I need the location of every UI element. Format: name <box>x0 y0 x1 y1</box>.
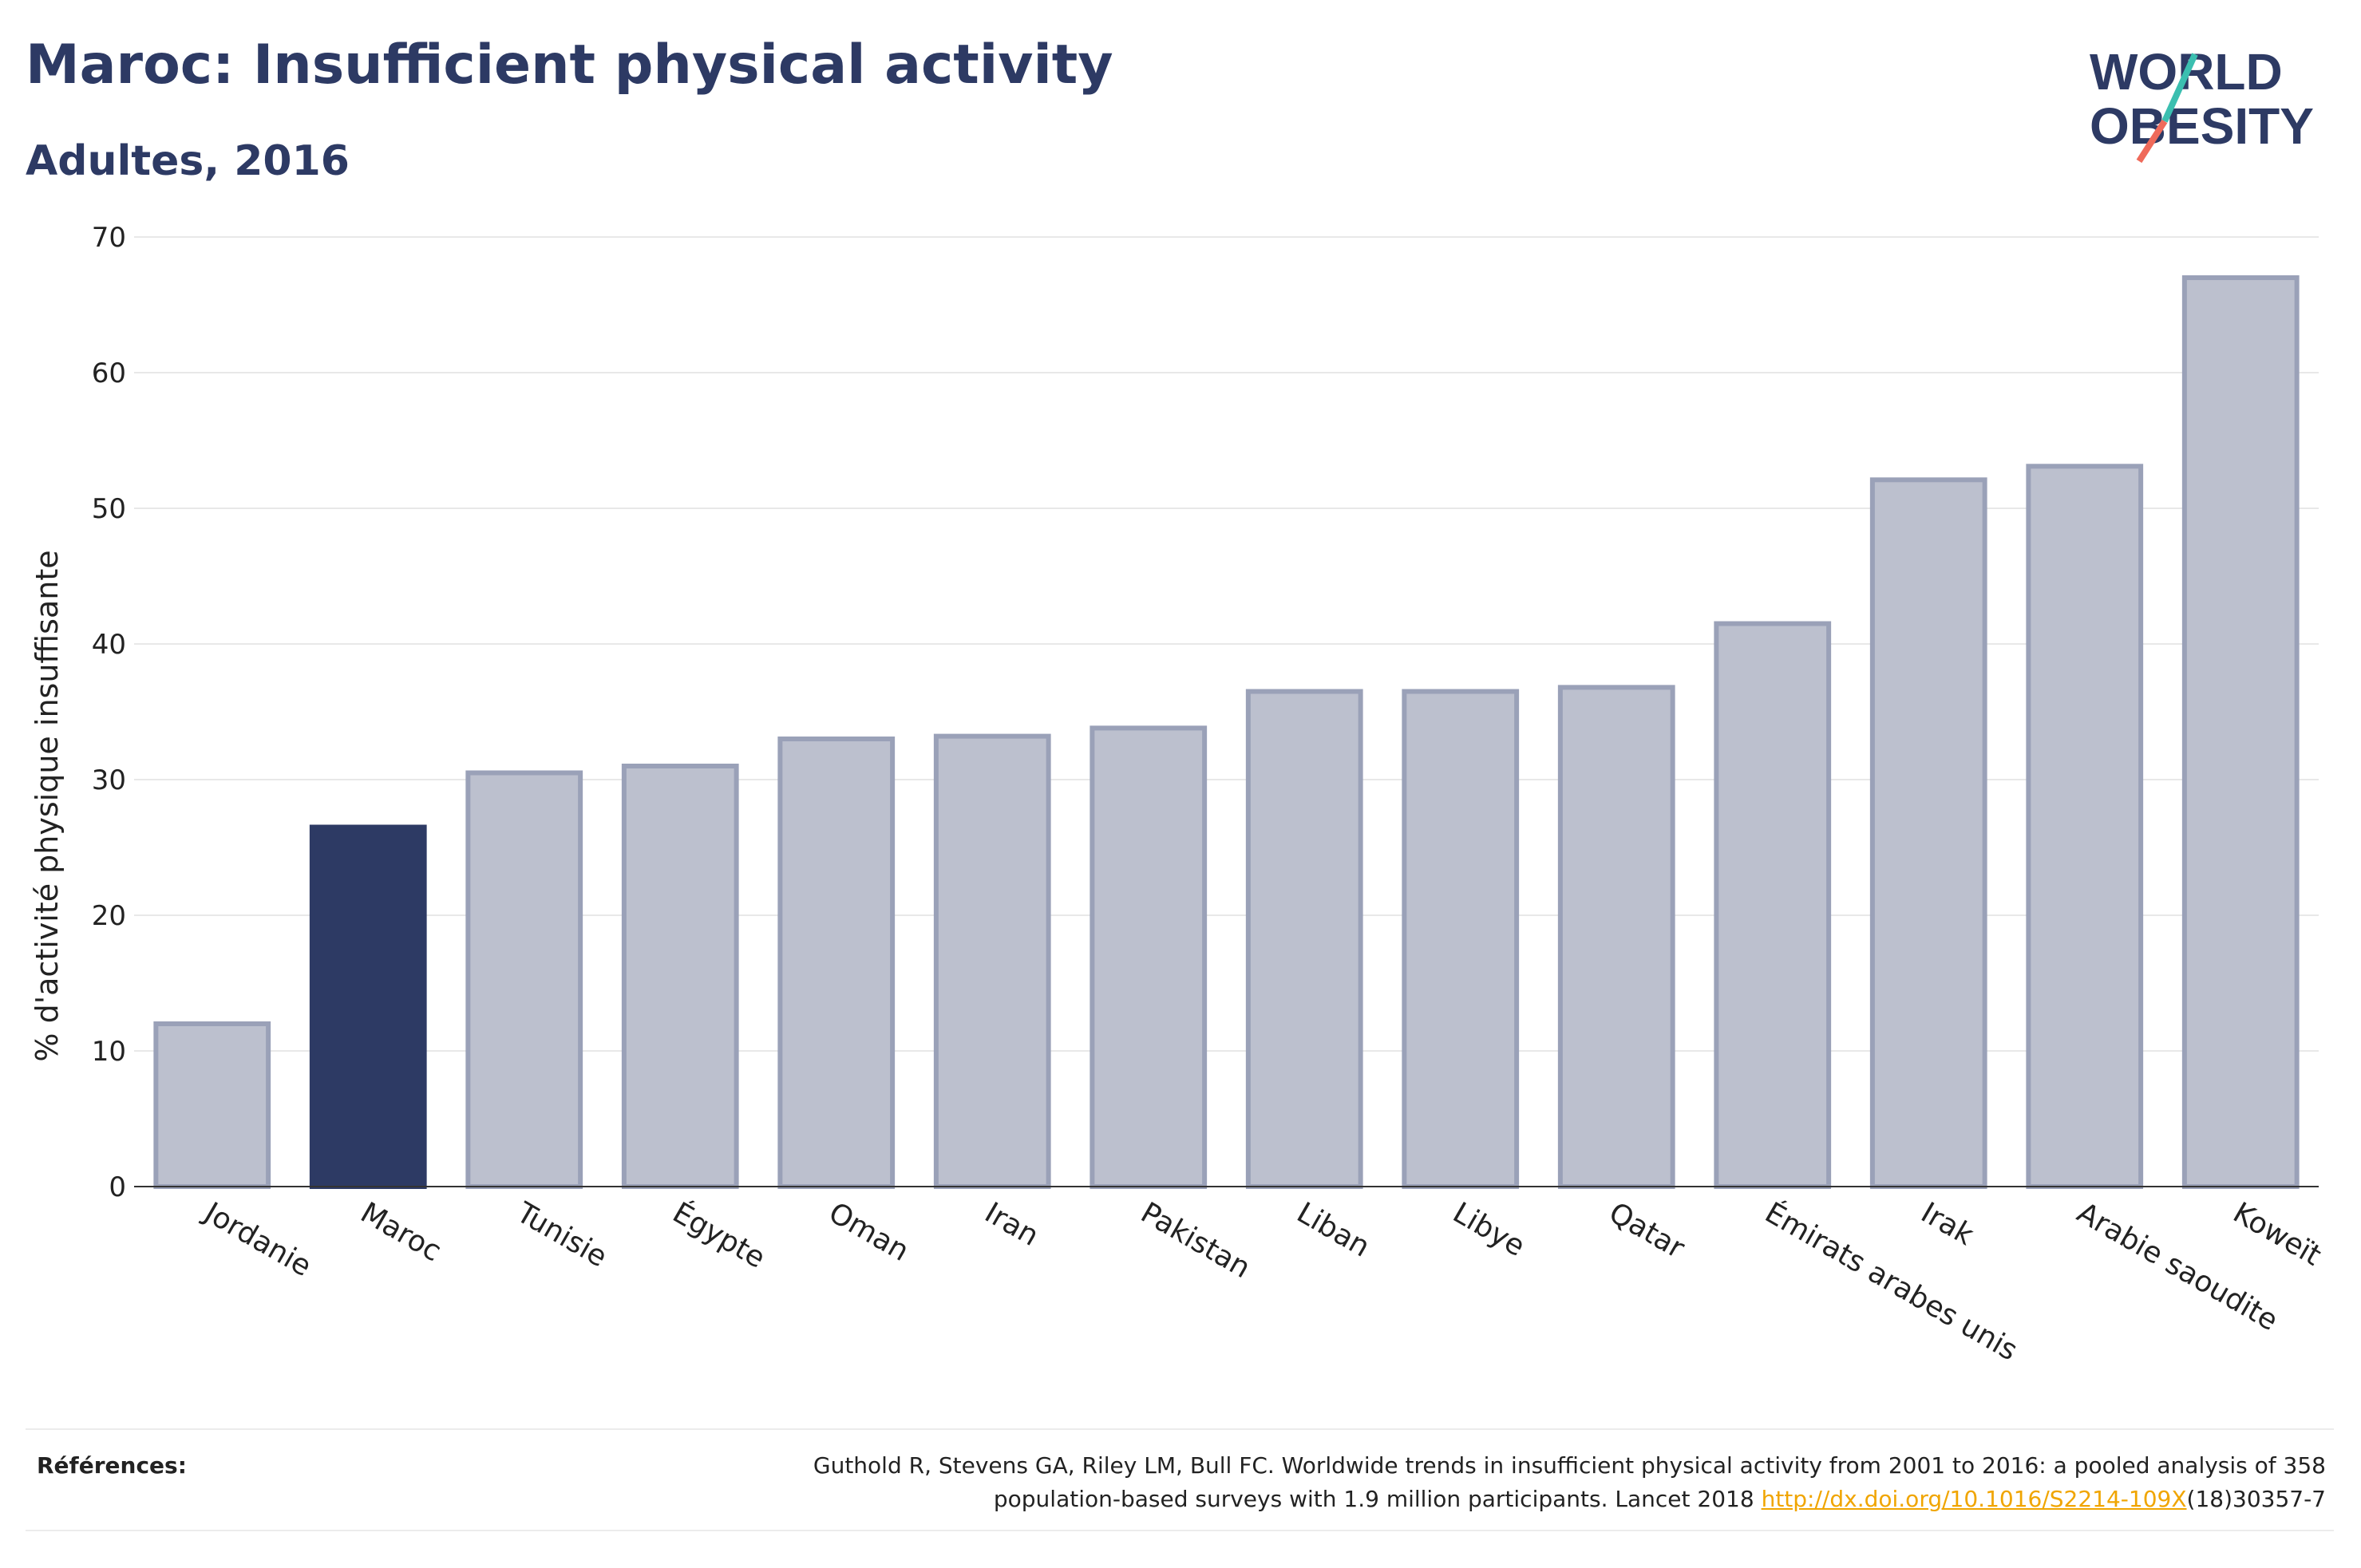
reference-doi-suffix: (18)30357-7 <box>2186 1486 2326 1512</box>
x-tick-label: Maroc <box>355 1196 447 1268</box>
reference-line-2: population-based surveys with 1.9 millio… <box>993 1486 1762 1512</box>
y-tick-label: 40 <box>92 629 126 661</box>
bar-oman <box>777 737 896 1189</box>
y-axis-label: % d'activité physique insuffisante <box>30 550 65 1061</box>
y-tick-label: 70 <box>92 222 126 254</box>
x-tick-label: Émirats arabes unis <box>1759 1195 2023 1367</box>
x-tick-label: Iran <box>979 1196 1044 1253</box>
chart-title: Maroc: Insufficient physical activity <box>26 34 1113 97</box>
y-tick-label: 20 <box>92 900 126 932</box>
x-tick-label: Pakistan <box>1135 1196 1256 1285</box>
x-tick-label: Irak <box>1916 1196 1979 1252</box>
y-tick-labels: 0 10 20 30 40 50 60 70 <box>92 222 126 1203</box>
bar-arabie-saoudite <box>2026 464 2144 1189</box>
x-tick-label: Tunisie <box>510 1196 612 1274</box>
world-obesity-logo: WORLD OBESITY <box>2090 43 2314 164</box>
bar-jordanie <box>153 1021 271 1189</box>
references-box: Références: Guthold R, Stevens GA, Riley… <box>26 1428 2334 1531</box>
chart-subtitle: Adultes, 2016 <box>26 137 350 185</box>
logo-slash-teal <box>2161 53 2198 123</box>
x-tick-label: Koweït <box>2228 1196 2327 1272</box>
bar-pakistan <box>1090 725 1208 1189</box>
bar-maroc <box>309 824 427 1189</box>
bars <box>153 275 2300 1189</box>
x-tick-label: Oman <box>823 1196 914 1268</box>
bar-liban <box>1245 689 1363 1189</box>
y-tick-label: 50 <box>92 493 126 525</box>
y-tick-label: 10 <box>92 1036 126 1068</box>
references-text: Guthold R, Stevens GA, Riley LM, Bull FC… <box>570 1449 2326 1516</box>
y-tick-label: 30 <box>92 764 126 796</box>
bar-iran <box>933 733 1051 1189</box>
bar-tunisie <box>465 770 583 1189</box>
x-tick-label: Libye <box>1447 1196 1530 1263</box>
reference-doi-link[interactable]: http://dx.doi.org/10.1016/S2214-109X <box>1761 1486 2187 1512</box>
logo-slash-coral <box>2136 119 2168 164</box>
x-tick-label: Qatar <box>1604 1196 1690 1265</box>
grid-lines <box>134 236 2319 1052</box>
bar-libye <box>1402 689 1520 1189</box>
bar-chart: 0 10 20 30 40 50 60 70 Jordanie Maroc Tunisie Égyp… <box>30 222 2327 1368</box>
y-tick-label: 0 <box>109 1171 126 1203</box>
bar-irak <box>1869 477 1987 1189</box>
reference-line-1: Guthold R, Stevens GA, Riley LM, Bull FC… <box>813 1452 2326 1479</box>
x-tick-labels: Jordanie Maroc Tunisie Égypte Oman Iran Pakist… <box>198 1195 2327 1367</box>
x-tick-label: Liban <box>1291 1196 1375 1263</box>
bar-qatar <box>1557 685 1675 1189</box>
logo-word-obesity: OBESITY <box>2090 97 2314 155</box>
x-tick-label: Égypte <box>667 1195 771 1274</box>
bar--gypte <box>621 764 739 1189</box>
bar-kowe-t <box>2181 275 2300 1189</box>
x-tick-label: Jordanie <box>198 1195 317 1283</box>
bar--mirats-arabes-unis <box>1714 621 1832 1189</box>
references-label: Références: <box>37 1452 187 1479</box>
y-tick-label: 60 <box>92 357 126 389</box>
